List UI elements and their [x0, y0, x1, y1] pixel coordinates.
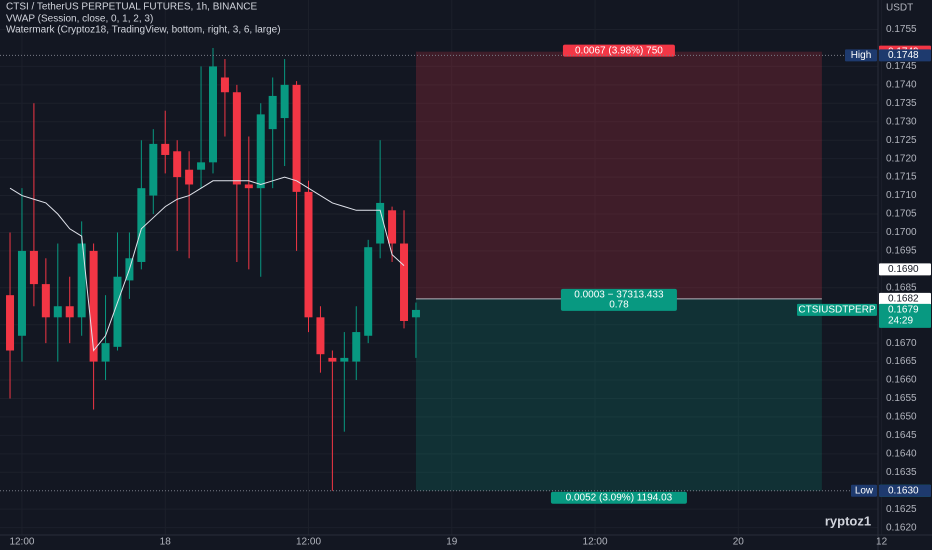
candle-body [65, 306, 74, 318]
y-tick-label: 0.1620 [886, 522, 917, 533]
candle-body [364, 247, 373, 336]
candle-body [29, 250, 38, 285]
vwap-line [9, 176, 405, 352]
y-tick-label: 0.1650 [886, 412, 917, 423]
candle-body [340, 357, 349, 362]
candle-body [220, 77, 229, 93]
candle-body [6, 295, 15, 351]
y-tick-label: 0.1695 [886, 246, 917, 257]
x-tick-label: 19 [446, 537, 458, 548]
y-tick-label: 0.1710 [886, 190, 917, 201]
symbol-tag-label: Low [855, 485, 874, 496]
chart-title: CTSI / TetherUS PERPETUAL FUTURES, 1h, B… [6, 2, 258, 13]
candle-body [316, 317, 325, 355]
position-label: 0.78 [609, 300, 629, 311]
position-label-box [550, 491, 687, 504]
position-label-box [562, 44, 675, 57]
stop-zone [415, 51, 822, 299]
candle-body [113, 276, 122, 347]
y-tick-label: 0.1725 [886, 135, 917, 146]
candle-body [256, 114, 265, 189]
y-tick-label: 0.1640 [886, 448, 917, 459]
plot-area: 0.0067 (3.98%) 750 0.0003 − 37313.4330.78… [0, 44, 878, 504]
candle-body [376, 202, 385, 244]
price-tag [879, 292, 931, 305]
y-tick-label: 0.1655 [886, 393, 917, 404]
y-tick-label: 0.1670 [886, 338, 917, 349]
candle-body [77, 243, 86, 318]
watermark: ryptoz1 [825, 513, 871, 528]
price-tag [879, 263, 931, 276]
candle-body [89, 250, 98, 362]
y-tick-label: 0.1660 [886, 375, 917, 386]
y-tick-label: 0.1700 [886, 227, 917, 238]
candle-body [268, 95, 277, 130]
candle-body [232, 92, 241, 185]
y-tick-label: 0.1755 [886, 24, 917, 35]
y-tick-label: 0.1705 [886, 209, 917, 220]
candle-body [17, 250, 26, 336]
symbol-tag-label: High [851, 50, 872, 61]
candle-body [304, 191, 313, 318]
y-tick-label: 0.1740 [886, 80, 917, 91]
candle-body [280, 84, 289, 119]
x-tick-label: 12 [876, 537, 888, 548]
symbol-tag [797, 303, 877, 316]
price-tag-label: 0.1748 [888, 50, 919, 61]
candle-body [161, 143, 170, 155]
y-tick-label: 0.1745 [886, 61, 917, 72]
y-tick-label: 0.1645 [886, 430, 917, 441]
indicator-label: Watermark (Cryptoz18, TradingView, botto… [6, 25, 281, 36]
candle-body [173, 151, 182, 178]
indicator-label: VWAP (Session, close, 0, 1, 2, 3) [6, 14, 153, 25]
candle-body [53, 306, 62, 318]
currency-label: USDT [886, 3, 913, 14]
candle-body [292, 84, 301, 192]
x-tick-label: 20 [733, 537, 745, 548]
y-tick-label: 0.1665 [886, 356, 917, 367]
candle-body [149, 143, 158, 196]
price-tag-label: 0.1679 [888, 305, 919, 316]
price-tag [879, 484, 931, 497]
y-tick-label: 0.1720 [886, 153, 917, 164]
candle-body [137, 188, 146, 262]
candle-body [185, 169, 194, 185]
candle-body [197, 162, 206, 170]
position-label: 0.0067 (3.98%) 750 [575, 45, 663, 56]
symbol-tag [845, 49, 877, 62]
position-label: 0.0052 (3.09%) 1194.03 [566, 492, 673, 503]
candle-body [41, 284, 50, 318]
y-tick-label: 0.1685 [886, 282, 917, 293]
candle-body [244, 184, 253, 189]
price-tag [879, 303, 931, 328]
price-tag-label: 0.1630 [888, 485, 919, 496]
candle-body [352, 332, 361, 362]
price-tag-label: 0.1682 [888, 294, 919, 305]
countdown: 24:29 [888, 316, 913, 327]
y-tick-label: 0.1715 [886, 172, 917, 183]
position-label-box [560, 288, 677, 311]
position-label: 0.0003 − 37313.433 [574, 290, 664, 301]
candle-body [388, 210, 397, 244]
x-tick-label: 12:00 [9, 537, 34, 548]
target-zone [415, 298, 822, 491]
x-tick-label: 12:00 [296, 537, 321, 548]
y-tick-label: 0.1735 [886, 98, 917, 109]
y-tick-label: 0.1730 [886, 116, 917, 127]
candle-body [400, 243, 409, 321]
symbol-tag [851, 484, 877, 497]
x-tick-label: 12:00 [583, 537, 608, 548]
candle-body [411, 309, 420, 318]
symbol-tag-label: CTSIUSDTPERP [798, 305, 876, 316]
candle-body [328, 357, 337, 362]
candle-body [208, 66, 217, 163]
y-tick-label: 0.1635 [886, 467, 917, 478]
price-tag-label: 0.1690 [888, 264, 919, 275]
candle-body [101, 343, 110, 362]
x-tick-label: 18 [160, 537, 172, 548]
price-tag [879, 49, 931, 62]
y-tick-label: 0.1625 [886, 504, 917, 515]
